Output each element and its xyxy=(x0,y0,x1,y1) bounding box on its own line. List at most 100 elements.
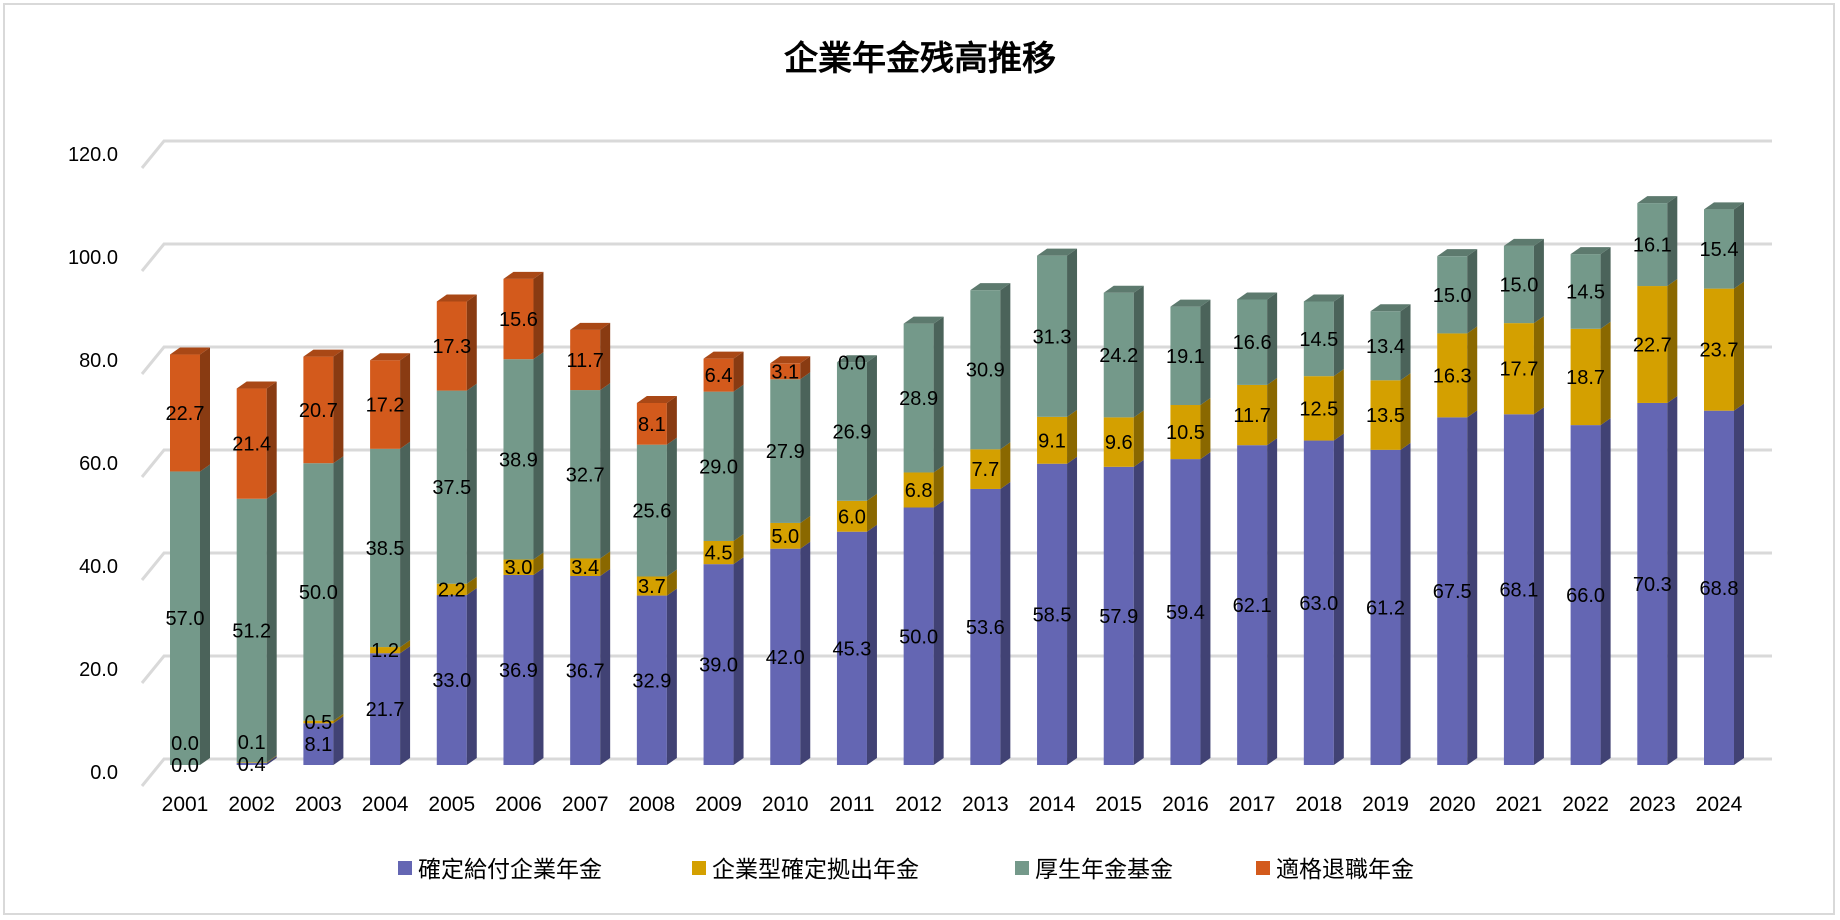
y-tick-label: 80.0 xyxy=(79,350,118,372)
bar-segment xyxy=(436,595,467,765)
x-tick-label: 2023 xyxy=(1629,793,1676,816)
data-label: 6.4 xyxy=(705,365,733,387)
bar-segment xyxy=(370,448,401,648)
legend-label: 適格退職年金 xyxy=(1276,856,1414,882)
bar-segment xyxy=(636,444,667,577)
bar-segment xyxy=(303,723,334,765)
bar-side xyxy=(733,557,744,765)
legend-label: 厚生年金基金 xyxy=(1035,856,1173,882)
x-tick-label: 2009 xyxy=(695,793,742,816)
data-label: 38.5 xyxy=(366,538,405,560)
data-label: 59.4 xyxy=(1166,602,1205,624)
bar-segment xyxy=(1437,333,1468,418)
bar-segment xyxy=(1370,311,1401,381)
bar-side xyxy=(666,395,677,445)
bar-side xyxy=(533,352,544,560)
bar-segment xyxy=(170,471,200,765)
bar-segment xyxy=(1704,209,1734,289)
data-label: 68.1 xyxy=(1499,580,1538,602)
data-label: 0.1 xyxy=(238,732,266,754)
bar-side xyxy=(333,716,344,765)
bar-segment xyxy=(370,360,401,449)
bar-side xyxy=(1600,418,1611,765)
x-tick-label: 2014 xyxy=(1029,793,1076,816)
data-label: 0.4 xyxy=(238,754,266,776)
bar-side xyxy=(1600,321,1611,426)
data-label: 62.1 xyxy=(1233,595,1272,617)
bar-segment xyxy=(1503,414,1534,765)
bar-side xyxy=(800,372,811,523)
bar-top xyxy=(1637,196,1678,204)
bar-segment xyxy=(903,507,934,765)
data-label: 38.9 xyxy=(499,449,538,471)
data-label: 36.9 xyxy=(499,660,538,682)
data-label: 33.0 xyxy=(432,670,471,692)
data-label: 7.7 xyxy=(971,459,999,481)
data-label: 50.0 xyxy=(899,626,938,648)
gridline xyxy=(140,551,1772,581)
data-label: 3.0 xyxy=(505,557,533,579)
bar-segment xyxy=(1570,328,1601,426)
bar-segment xyxy=(503,574,534,765)
x-tick-label: 2003 xyxy=(295,793,342,816)
bar-segment xyxy=(236,388,267,499)
bar-segment xyxy=(503,559,534,575)
bar-segment xyxy=(1170,459,1201,765)
bar-side xyxy=(733,533,744,565)
data-label: 30.9 xyxy=(966,360,1005,382)
bar-segment xyxy=(236,762,267,763)
bar-side xyxy=(1467,249,1478,334)
bar-side xyxy=(333,713,344,724)
data-label: 63.0 xyxy=(1299,593,1338,615)
bar-segment xyxy=(570,558,601,576)
data-label: 29.0 xyxy=(699,456,738,478)
gridline xyxy=(140,448,1772,478)
bar-side xyxy=(1000,481,1011,765)
data-label: 0.0 xyxy=(171,733,199,755)
data-label: 67.5 xyxy=(1433,581,1472,603)
bar-side xyxy=(666,569,677,596)
data-label: 9.6 xyxy=(1105,432,1133,454)
bar-segment xyxy=(503,359,534,560)
bar-side xyxy=(266,491,277,763)
data-label: 22.7 xyxy=(1633,335,1672,357)
data-label: 16.6 xyxy=(1233,332,1272,354)
bar-top xyxy=(1103,285,1144,293)
data-label: 32.7 xyxy=(566,464,605,486)
data-label: 21.7 xyxy=(366,699,405,721)
data-label: 11.7 xyxy=(566,350,603,372)
legend-swatch xyxy=(692,861,706,875)
data-label: 2.2 xyxy=(438,579,466,601)
bar-segment xyxy=(1570,254,1601,329)
bar-segment xyxy=(236,762,267,765)
data-label: 53.6 xyxy=(966,617,1005,639)
bar-segment xyxy=(703,358,734,392)
bar-side xyxy=(533,567,544,765)
bar-side xyxy=(1067,248,1078,417)
x-tick-label: 2024 xyxy=(1696,793,1743,816)
data-label: 22.7 xyxy=(166,403,205,425)
data-label: 9.1 xyxy=(1038,430,1066,452)
data-label: 0.0 xyxy=(171,755,199,777)
bar-segment xyxy=(1237,299,1268,385)
x-tick-label: 2022 xyxy=(1562,793,1609,816)
bar-segment xyxy=(1103,466,1134,765)
x-tick-label: 2021 xyxy=(1496,793,1543,816)
bar-side xyxy=(866,493,877,532)
bar-side xyxy=(600,383,611,559)
bar-top xyxy=(1037,248,1078,256)
data-label: 37.5 xyxy=(432,477,471,499)
bar-side xyxy=(1267,438,1278,765)
bar-side xyxy=(1734,403,1744,765)
bar-side xyxy=(400,353,411,449)
x-tick-label: 2017 xyxy=(1229,793,1276,816)
bar-segment xyxy=(636,595,667,765)
data-label: 4.5 xyxy=(705,543,733,565)
bar-segment xyxy=(903,323,934,473)
data-label: 58.5 xyxy=(1033,604,1072,626)
data-label: 61.2 xyxy=(1366,597,1405,619)
bar-top xyxy=(1370,304,1411,312)
x-tick-label: 2011 xyxy=(829,793,874,816)
data-label: 17.3 xyxy=(432,336,471,358)
